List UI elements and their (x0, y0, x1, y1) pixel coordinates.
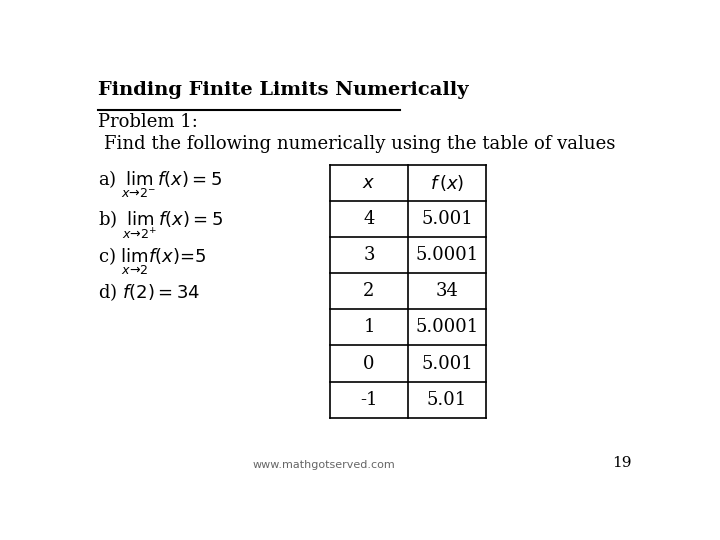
Text: 5.001: 5.001 (421, 210, 473, 228)
Text: 5.0001: 5.0001 (415, 246, 479, 264)
Text: $x$: $x$ (362, 174, 376, 192)
Text: b) $\lim_{x\to2^+} f(x) = 5$: b) $\lim_{x\to2^+} f(x) = 5$ (98, 208, 223, 241)
Text: 2: 2 (364, 282, 374, 300)
Text: Problem 1:: Problem 1: (98, 113, 198, 131)
Text: $f\,(x)$: $f\,(x)$ (430, 173, 464, 193)
Text: 1: 1 (364, 319, 374, 336)
Text: a) $\lim_{x\to2^-} f(x) = 5$: a) $\lim_{x\to2^-} f(x) = 5$ (98, 168, 222, 200)
Text: d) $f(2) = 34$: d) $f(2) = 34$ (98, 281, 200, 303)
Text: Find the following numerically using the table of values: Find the following numerically using the… (104, 136, 616, 153)
Text: 19: 19 (612, 456, 631, 470)
Text: www.mathgotserved.com: www.mathgotserved.com (253, 460, 396, 470)
Text: c) $\lim_{x\to2} f(x) = 5$: c) $\lim_{x\to2} f(x) = 5$ (98, 246, 206, 277)
Text: Finding Finite Limits Numerically: Finding Finite Limits Numerically (98, 82, 469, 99)
Text: 34: 34 (436, 282, 459, 300)
Text: 0: 0 (364, 355, 374, 373)
Text: 4: 4 (364, 210, 374, 228)
Text: 5.001: 5.001 (421, 355, 473, 373)
Text: 3: 3 (364, 246, 374, 264)
Text: 5.0001: 5.0001 (415, 319, 479, 336)
Text: 5.01: 5.01 (427, 391, 467, 409)
Text: -1: -1 (360, 391, 378, 409)
